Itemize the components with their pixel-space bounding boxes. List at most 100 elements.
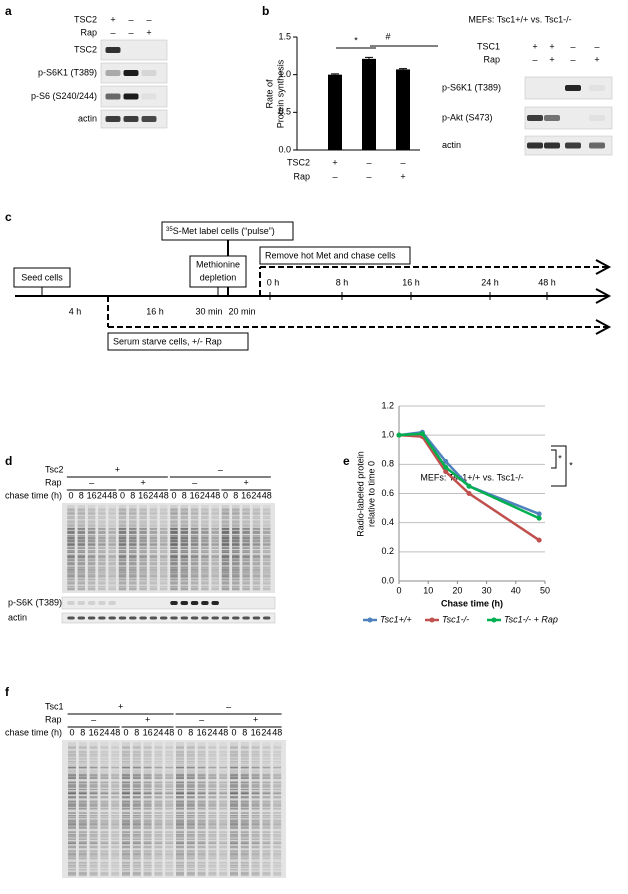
gel-band — [240, 831, 249, 834]
gel-band — [230, 765, 238, 768]
gel-band — [211, 532, 219, 534]
gel-band — [197, 784, 206, 786]
gel-band — [240, 866, 249, 868]
gel-band — [252, 544, 261, 547]
gel-band — [159, 544, 168, 547]
blot-band — [141, 116, 157, 122]
gel-band — [252, 523, 261, 526]
gel-band — [221, 575, 230, 578]
gel-band — [180, 551, 189, 554]
gel-band — [230, 823, 238, 827]
condition-sign: + — [118, 701, 123, 711]
gel-band — [78, 871, 87, 875]
gel-band — [219, 835, 228, 838]
gel-band — [89, 864, 98, 867]
gel-band — [262, 547, 271, 549]
gel-band — [77, 550, 86, 552]
gel-band — [197, 762, 206, 765]
gel-band — [78, 845, 87, 849]
gel-band — [176, 841, 184, 844]
gel-band — [111, 842, 120, 845]
gel-band — [232, 571, 240, 574]
gel-band — [221, 559, 230, 562]
gel-lane — [230, 742, 238, 876]
gel-band — [211, 525, 219, 528]
gel-band — [67, 575, 75, 578]
gel-band — [129, 578, 137, 581]
gel-band — [98, 563, 106, 566]
gel-band — [111, 831, 120, 834]
gel-band — [100, 774, 109, 777]
gel-band — [122, 777, 130, 780]
gel-band — [208, 842, 217, 845]
gel-band — [159, 568, 168, 571]
gel-band — [165, 857, 174, 860]
gel-band — [67, 573, 75, 577]
gel-band — [262, 850, 271, 853]
gel-band — [240, 873, 249, 877]
time-value: 24 — [207, 727, 217, 737]
gel-band — [132, 750, 141, 753]
gel-band — [89, 835, 98, 838]
blot-band — [141, 93, 157, 100]
gel-band — [122, 842, 130, 845]
gel-band — [143, 750, 152, 753]
gel-band — [186, 819, 195, 823]
gel-band — [180, 573, 189, 577]
gel-band — [170, 530, 178, 533]
gel-band — [108, 527, 116, 530]
gel-band — [251, 793, 260, 795]
gel-band — [77, 523, 86, 526]
gel-band — [68, 746, 76, 749]
gel-band — [197, 750, 206, 753]
gel-band — [154, 861, 163, 864]
gel-band — [251, 816, 260, 819]
gel-band — [176, 781, 184, 784]
gel-band — [201, 571, 209, 574]
gel-band — [170, 583, 178, 585]
gel-band — [165, 767, 174, 769]
gel-band — [118, 517, 127, 519]
gel-band — [170, 571, 178, 574]
gel-band — [208, 852, 217, 855]
blot-band — [180, 616, 189, 620]
gel-band — [230, 784, 238, 786]
gel-band — [273, 833, 282, 836]
gel-band — [180, 587, 189, 591]
gel-band — [176, 774, 184, 777]
condition-sign: – — [532, 54, 537, 64]
gel-band — [208, 838, 217, 840]
gel-band — [262, 520, 271, 524]
gel-band — [262, 831, 271, 834]
gel-band — [273, 774, 282, 777]
gel-band — [262, 791, 271, 795]
gel-band — [100, 755, 109, 758]
gel-band — [165, 845, 174, 849]
gel-band — [87, 547, 96, 549]
time-value: 0 — [231, 727, 236, 737]
gel-band — [230, 871, 238, 875]
gel-band — [208, 850, 217, 853]
blot-band — [149, 616, 158, 620]
gel-band — [262, 777, 271, 780]
gel-band — [197, 767, 206, 769]
blot-band — [170, 601, 178, 605]
gel-band — [78, 864, 87, 867]
gel-band — [240, 819, 249, 823]
gel-band — [118, 563, 127, 566]
gel-band — [197, 864, 206, 867]
condition-label: Tsc2 — [45, 464, 64, 474]
gel-band — [186, 755, 195, 758]
gel-band — [159, 520, 168, 524]
gel-band — [165, 765, 174, 768]
gel-band — [186, 793, 195, 795]
gel-band — [108, 585, 116, 588]
gel-band — [89, 815, 98, 817]
gel-band — [197, 746, 206, 749]
gel-band — [143, 861, 152, 864]
gel-band — [165, 812, 174, 814]
gel-band — [186, 800, 195, 803]
gel-band — [149, 523, 158, 526]
gel-band — [87, 544, 96, 547]
gel-band — [252, 530, 261, 533]
